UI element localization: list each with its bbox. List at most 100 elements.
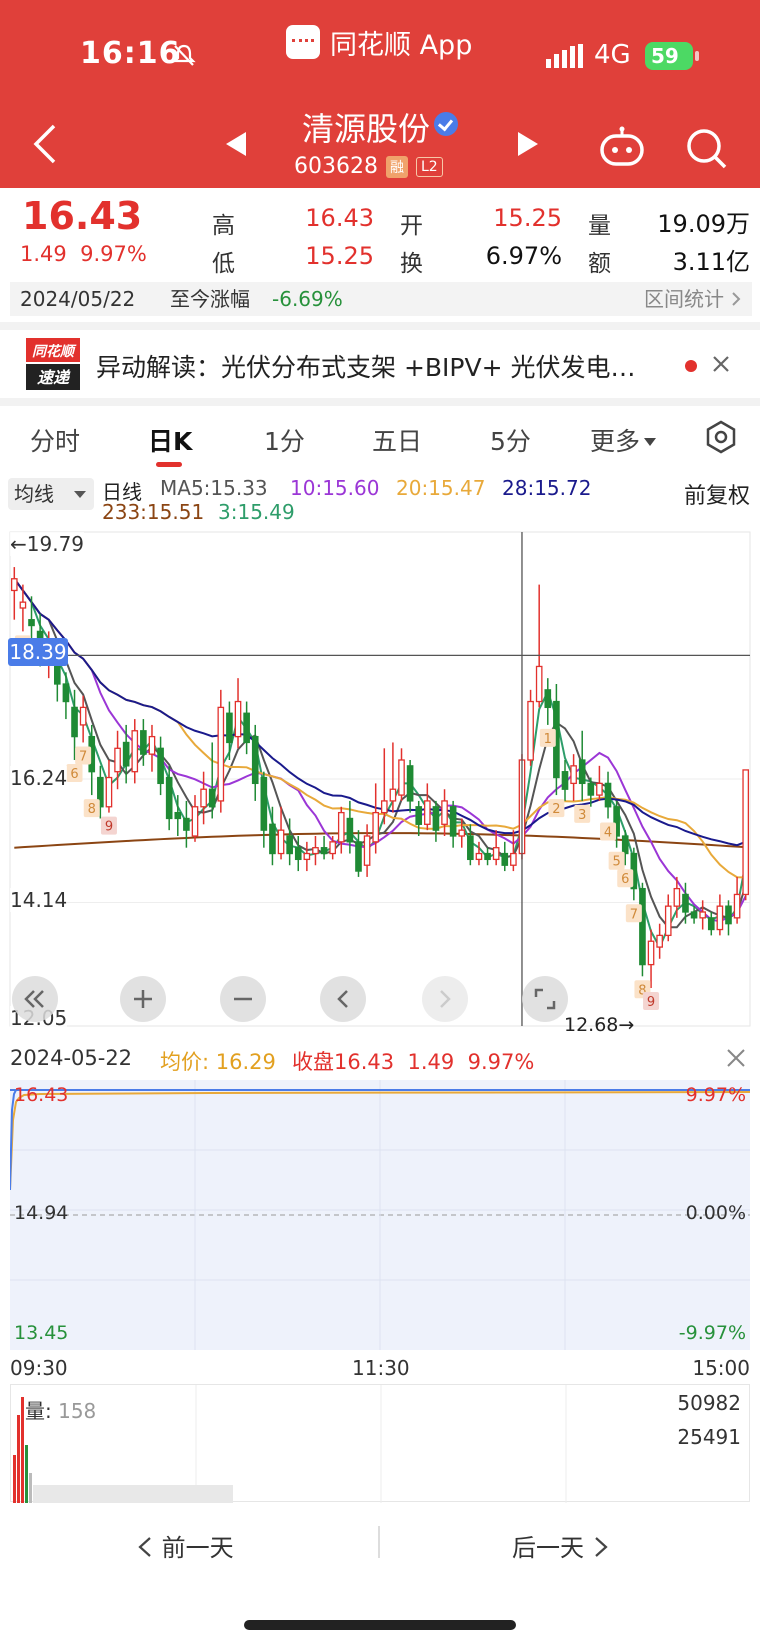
settings-icon[interactable]: [704, 420, 738, 454]
day-navigation: 前一天 后一天: [0, 1512, 760, 1576]
minute-chart-svg: [9, 1080, 751, 1350]
candle-body: [122, 741, 130, 767]
candle-body: [578, 759, 586, 785]
candle-body: [251, 735, 259, 785]
tab-1min[interactable]: 1分: [264, 427, 305, 456]
tab-more[interactable]: 更多: [590, 422, 657, 458]
candle-body: [699, 911, 706, 919]
signal-badge: [539, 728, 556, 747]
zoom-in-button[interactable]: [120, 976, 166, 1022]
close-icon[interactable]: [712, 355, 730, 373]
time-open: 09:30: [10, 1356, 68, 1380]
candle-body: [355, 841, 362, 872]
news-banner[interactable]: 同花顺 速递 异动解读：光伏分布式支架 +BIPV+ 光伏发电…: [0, 330, 760, 400]
tab-daily-k[interactable]: 日K: [148, 427, 193, 456]
candle-body: [131, 730, 139, 773]
range-stats-link[interactable]: 区间统计: [644, 287, 724, 311]
candle-body: [208, 788, 216, 808]
candle-body: [346, 817, 354, 843]
candle-body: [596, 782, 603, 796]
active-tab-indicator: [156, 462, 182, 467]
scroll-left-fast-button[interactable]: [12, 976, 58, 1022]
robot-assistant-icon[interactable]: [598, 126, 646, 166]
home-indicator: [244, 1620, 516, 1630]
candle-body: [449, 806, 457, 837]
signal-badge: [574, 804, 591, 823]
tab-five-day[interactable]: 五日: [372, 427, 423, 456]
candle-body: [71, 706, 78, 738]
candle-body: [561, 771, 569, 790]
ma28-value: 28:15.72: [502, 476, 592, 500]
candle-body: [406, 765, 414, 802]
back-icon[interactable]: [30, 122, 60, 166]
candle-body: [527, 700, 534, 761]
next-stock-icon[interactable]: [516, 130, 540, 158]
candle-body: [544, 689, 552, 709]
close-icon[interactable]: [726, 1048, 746, 1068]
candle-body: [157, 747, 164, 785]
low-label: 低: [212, 251, 235, 277]
scroll-left-button[interactable]: [320, 976, 366, 1022]
candle-body: [733, 893, 741, 919]
signal-number: 1: [544, 732, 552, 747]
time-close: 15:00: [692, 1356, 750, 1380]
ma10-value: 10:15.60: [290, 476, 380, 500]
news-text[interactable]: 异动解读：光伏分布式支架 +BIPV+ 光伏发电…: [96, 353, 636, 382]
candle-body: [398, 759, 405, 796]
signal-number: 7: [79, 749, 87, 764]
candle-body: [165, 776, 173, 820]
tab-intraday[interactable]: 分时: [30, 427, 81, 456]
caret-down-icon: [644, 438, 657, 446]
volume-scale-max: 50982: [677, 1391, 741, 1415]
scroll-right-button[interactable]: [422, 976, 468, 1022]
volume-label: 量: 158: [25, 1399, 97, 1423]
candle-body: [664, 905, 672, 937]
candle-body: [260, 776, 268, 831]
candle-body: [380, 800, 388, 814]
fullscreen-button[interactable]: [522, 976, 568, 1022]
candle-body: [742, 769, 750, 896]
candle-body: [286, 835, 293, 855]
candlestick-svg[interactable]: 36789123456789: [0, 526, 760, 1038]
search-icon[interactable]: [684, 126, 728, 170]
intraday-date: 2024-05-22: [10, 1046, 133, 1070]
intraday-close: 收盘16.43 1.49 9.97%: [292, 1050, 535, 1074]
open-value: 15.25: [493, 204, 562, 232]
next-day-button[interactable]: 后一天: [512, 1528, 610, 1563]
signal-number: 8: [88, 802, 96, 817]
ma20-value: 20:15.47: [396, 476, 486, 500]
quote-panel: 16.43 1.49 9.97% 高 16.43 低 15.25 开 15.25…: [0, 188, 760, 326]
signal-badge: [608, 851, 625, 870]
ma-selector[interactable]: 均线: [8, 478, 94, 510]
intraday-volume-chart[interactable]: 量: 158 50982 25491: [10, 1384, 750, 1503]
signal-badge: [66, 764, 83, 782]
signal-icon: [546, 44, 583, 68]
candle-body: [475, 852, 483, 861]
ma5-value: MA5:15.33: [160, 476, 268, 500]
signal-number: 6: [621, 872, 629, 887]
range-bar[interactable]: 2024/05/22 至今涨幅 -6.69% 区间统计: [10, 282, 752, 316]
intraday-minute-chart[interactable]: 16.43 14.94 13.45 9.97% 0.00% -9.97%: [9, 1080, 751, 1350]
signal-number: 9: [105, 820, 113, 835]
candle-body: [320, 847, 328, 855]
app-name: 同花顺 App: [330, 29, 473, 61]
candle-body: [604, 782, 612, 808]
divider: [0, 398, 760, 406]
prev-day-button[interactable]: 前一天: [136, 1528, 234, 1563]
zoom-out-button[interactable]: [220, 976, 266, 1022]
tab-5min[interactable]: 5分: [490, 427, 531, 456]
cursor-price-label: 18.39: [8, 638, 68, 666]
candlestick-chart[interactable]: 36789123456789 ←19.79 18.39 16.24 14.14 …: [0, 526, 760, 1038]
price-adjust-toggle[interactable]: 前复权: [683, 484, 750, 509]
candle-body: [673, 887, 681, 907]
app-title: 同花顺 App: [286, 24, 473, 61]
prev-stock-icon[interactable]: [224, 130, 248, 158]
candle-body: [62, 683, 70, 703]
news-logo-bottom: 速递: [37, 368, 71, 387]
ma-legend: 均线 日线 MA5:15.33 10:15.60 20:15.47 28:15.…: [0, 472, 760, 526]
since-label: 至今涨幅: [170, 287, 250, 311]
candle-body: [226, 712, 233, 744]
candle-body: [492, 847, 500, 861]
candle-body: [191, 806, 199, 837]
candle-body: [725, 905, 732, 925]
